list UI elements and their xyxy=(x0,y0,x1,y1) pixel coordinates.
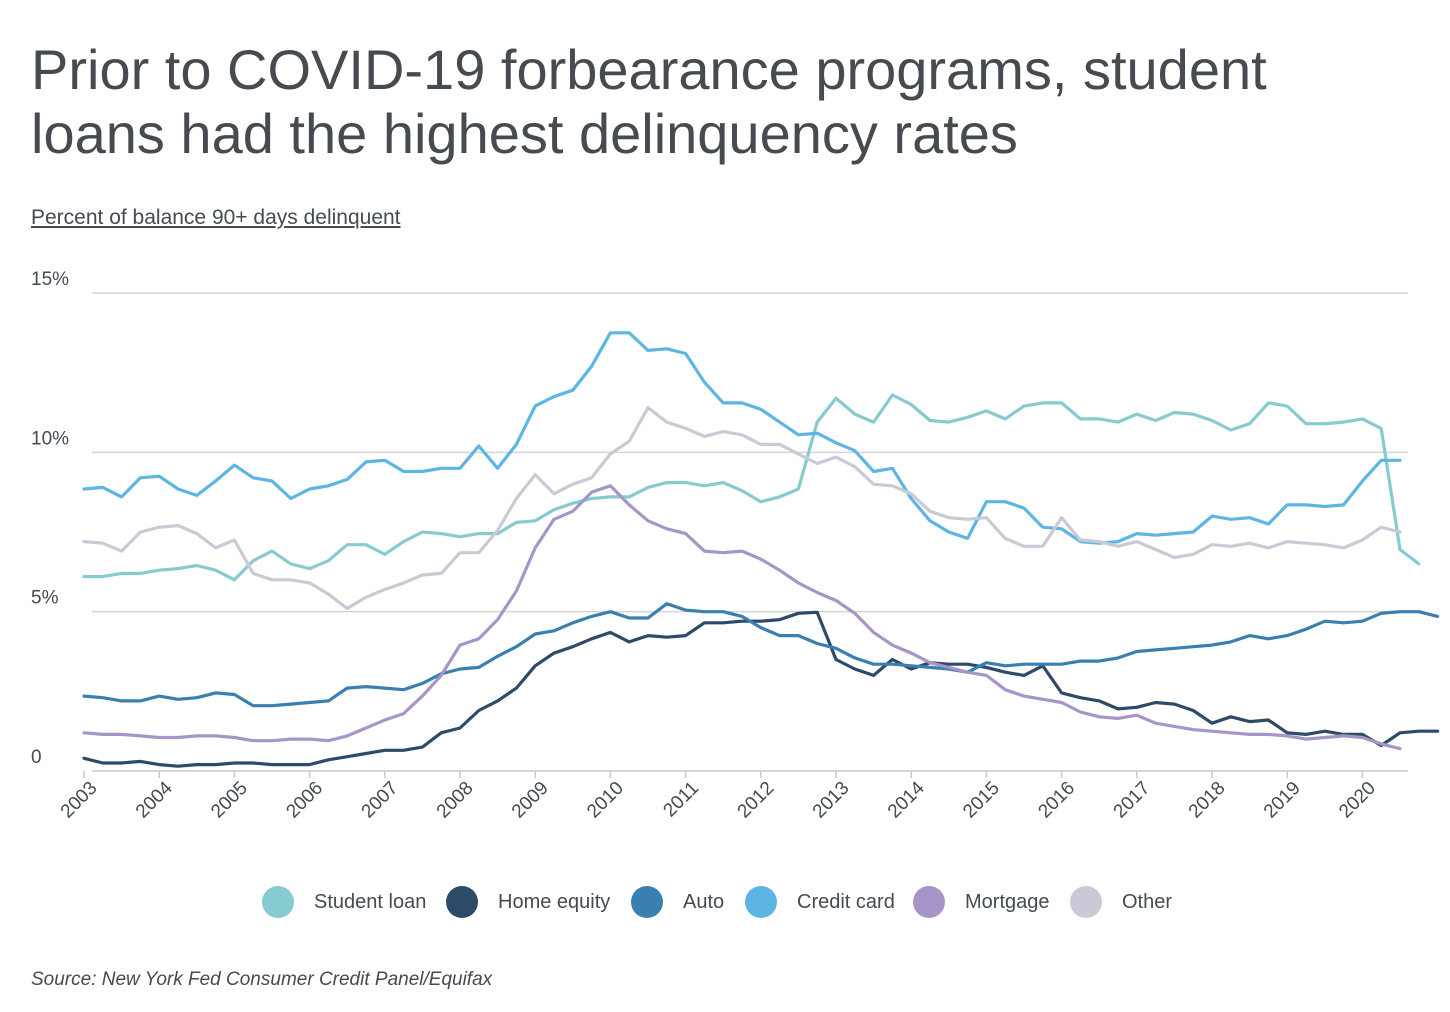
y-tick-label: 15% xyxy=(31,269,69,290)
legend-label: Credit card xyxy=(797,890,895,913)
legend-item-home-equity: Home equity xyxy=(446,880,610,924)
legend-swatch xyxy=(631,886,663,918)
chart-subtitle: Percent of balance 90+ days delinquent xyxy=(31,206,401,229)
legend-item-auto: Auto xyxy=(631,880,724,924)
legend-item-student-loan: Student loan xyxy=(262,880,426,924)
x-tick-label: 2019 xyxy=(1260,778,1305,823)
legend-item-other: Other xyxy=(1070,880,1172,924)
legend-item-mortgage: Mortgage xyxy=(913,880,1050,924)
x-tick-label: 2005 xyxy=(207,778,252,823)
x-tick-label: 2014 xyxy=(884,777,929,822)
x-tick-label: 2018 xyxy=(1185,778,1230,823)
series-line-student-loan xyxy=(82,393,1421,582)
source-note: Source: New York Fed Consumer Credit Pan… xyxy=(31,969,493,990)
series-line-auto xyxy=(82,602,1440,708)
x-tick-label: 2003 xyxy=(57,778,102,823)
line-chart: 0 5% 10% 15% 2003 2004 2005 2006 2007 2008 2009 201… xyxy=(31,269,1440,823)
chart-title: Prior to COVID-19 forbearance programs, … xyxy=(31,38,1267,165)
chart-legend: Student loan Home equity Auto Credit card Mo… xyxy=(0,880,1450,924)
series-line-home-equity xyxy=(82,610,1440,768)
x-tick-label: 2013 xyxy=(809,778,854,823)
legend-swatch xyxy=(262,886,294,918)
legend-label: Other xyxy=(1122,890,1173,913)
x-tick-label: 2010 xyxy=(583,778,628,823)
x-tick-label: 2009 xyxy=(508,778,553,823)
legend-item-credit-card: Credit card xyxy=(745,880,895,924)
series-line-other xyxy=(82,406,1402,611)
x-tick-label: 2020 xyxy=(1335,778,1380,823)
x-tick-label: 2017 xyxy=(1110,778,1155,823)
y-tick-label: 5% xyxy=(31,588,59,609)
legend-label: Student loan xyxy=(314,890,427,913)
legend-label: Mortgage xyxy=(965,890,1050,913)
series-line-credit-card xyxy=(82,331,1402,545)
legend-label: Home equity xyxy=(498,890,611,913)
x-tick-label: 2008 xyxy=(433,778,478,823)
x-tick-label: 2007 xyxy=(358,778,403,823)
legend-swatch xyxy=(745,886,777,918)
x-tick-label: 2016 xyxy=(1034,778,1079,823)
legend-label: Auto xyxy=(683,890,725,913)
x-tick-label: 2015 xyxy=(959,778,1004,823)
legend-swatch xyxy=(1070,886,1102,918)
y-tick-label: 10% xyxy=(31,428,69,449)
series-line-mortgage xyxy=(82,484,1402,751)
legend-swatch xyxy=(913,886,945,918)
x-tick-label: 2006 xyxy=(282,778,327,823)
x-tick-label: 2004 xyxy=(132,777,177,822)
y-tick-label: 0 xyxy=(31,747,42,768)
x-tick-label: 2012 xyxy=(734,778,779,823)
legend-swatch xyxy=(446,886,478,918)
x-tick-label: 2011 xyxy=(659,778,703,822)
